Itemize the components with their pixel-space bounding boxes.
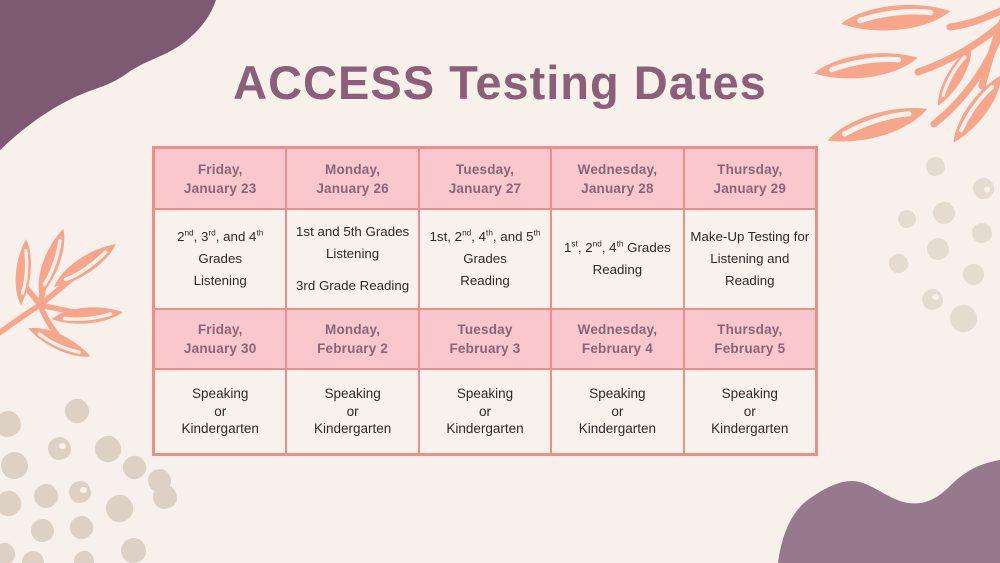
schedule-cell: Speaking or Kindergarten xyxy=(418,369,552,454)
schedule-cell: Speaking or Kindergarten xyxy=(154,369,287,454)
dot-decoration xyxy=(968,173,998,203)
dot-decoration xyxy=(99,488,139,528)
date-header-cell: Friday, January 23 xyxy=(154,148,287,209)
dot-decoration xyxy=(153,485,177,509)
date-header-cell: Thursday, January 29 xyxy=(683,148,816,209)
dot-decoration xyxy=(884,249,912,277)
date-header-cell: Monday, February 2 xyxy=(286,309,419,369)
schedule-cell: 1st and 5th Grades Listening 3rd Grade Rea… xyxy=(286,209,419,309)
dot-decoration xyxy=(69,546,99,563)
schedule-cell: Make-Up Testing for Listening and Reading xyxy=(683,209,816,309)
schedule-cell: 1st, 2nd, 4th Grades Reading xyxy=(551,209,684,309)
dot-decoration xyxy=(943,298,983,338)
date-header-cell: Tuesday February 3 xyxy=(418,309,552,369)
page-title: ACCESS Testing Dates xyxy=(233,56,767,109)
dot-decoration xyxy=(972,223,992,243)
dot-decoration xyxy=(47,436,71,460)
schedule-cell: 1st, 2nd, 4th, and 5th Grades Reading xyxy=(418,209,552,309)
date-header-cell: Tuesday, January 27 xyxy=(418,148,552,209)
schedule-cell: 2nd, 3rd, and 4th Grades Listening xyxy=(154,209,287,309)
date-header-cell: Thursday, February 5 xyxy=(683,309,816,369)
dot-decoration xyxy=(927,238,949,260)
dot-decoration xyxy=(89,430,127,468)
dot-decoration xyxy=(30,518,54,542)
dot-decoration xyxy=(29,479,63,513)
date-header-cell: Friday, January 30 xyxy=(154,309,287,369)
dot-decoration xyxy=(147,468,171,492)
dot-decoration xyxy=(0,451,28,479)
dot-decoration xyxy=(921,288,943,310)
dot-decoration xyxy=(60,394,94,428)
dot-decoration xyxy=(898,210,916,228)
date-header-cell: Wednesday, February 4 xyxy=(551,309,684,369)
dot-decoration xyxy=(928,197,960,229)
dot-decoration xyxy=(0,538,20,563)
leaves-left-decoration xyxy=(0,224,125,367)
schedule-cell: Speaking or Kindergarten xyxy=(551,369,684,454)
schedule-cell: Speaking or Kindergarten xyxy=(683,369,816,454)
date-header-cell: Wednesday, January 28 xyxy=(551,148,684,209)
blob-bottom-right-decoration xyxy=(778,460,1000,563)
dot-decoration xyxy=(22,551,44,563)
dot-decoration xyxy=(69,481,91,503)
schedule-cell: Speaking or Kindergarten xyxy=(286,369,419,454)
dot-decoration xyxy=(64,510,98,544)
dot-decoration xyxy=(0,485,26,521)
dot-decoration xyxy=(0,411,21,437)
dot-decoration xyxy=(925,156,945,176)
date-header-cell: Monday, January 26 xyxy=(286,148,419,209)
dot-decoration xyxy=(120,537,146,563)
dot-decoration xyxy=(958,259,988,289)
schedule-table: Friday, January 23 Monday, January 26 Tuesda… xyxy=(152,146,818,456)
dot-decoration xyxy=(117,450,151,484)
